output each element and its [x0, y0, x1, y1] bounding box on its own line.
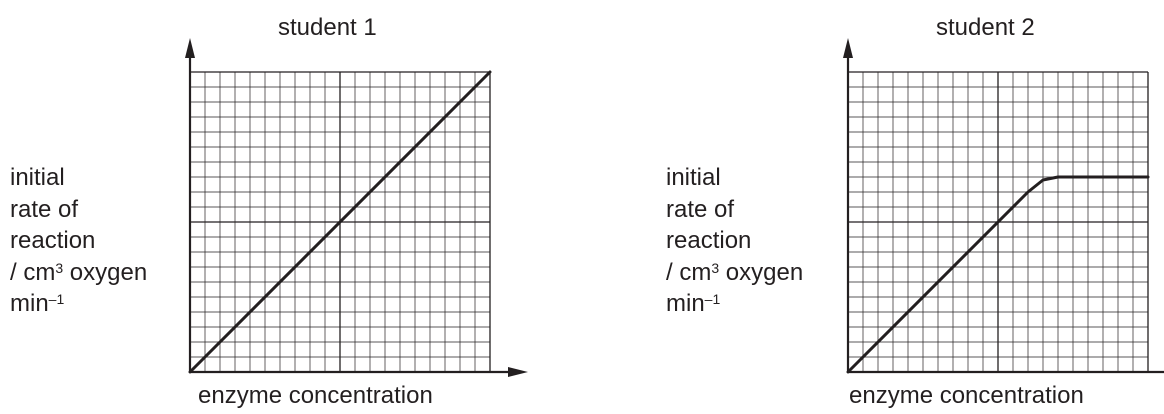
y-axis-unit-text: min [10, 290, 49, 317]
y-axis-label-line: / cm3 oxygen [10, 257, 147, 289]
y-axis-label-line: reaction [666, 227, 752, 254]
chart-title: student 2 [936, 14, 1035, 41]
superscript: –1 [704, 291, 721, 307]
y-axis-unit-text: / cm [666, 258, 712, 286]
x-axis-label: enzyme concentration [198, 382, 433, 409]
superscript: 3 [55, 259, 64, 276]
x-axis-arrow-icon [508, 367, 528, 377]
y-axis-label: initial rate of reaction / cm3 oxygen mi… [10, 162, 147, 320]
plot-area [185, 38, 528, 377]
superscript: 3 [711, 259, 720, 276]
y-axis-unit-text: oxygen [719, 258, 804, 286]
y-axis-label-line: rate of [10, 195, 79, 223]
y-axis-label-line: min–1 [666, 288, 803, 320]
chart-student-2: student 2 initial rate of reaction / cm3… [582, 0, 1164, 414]
plot-area [843, 38, 1164, 374]
y-axis-unit-text: min [666, 290, 705, 317]
y-axis-unit-text: / cm [10, 258, 56, 286]
x-axis-label: enzyme concentration [849, 382, 1084, 409]
superscript: –1 [48, 291, 65, 307]
y-axis-label-line: initial [666, 164, 721, 191]
y-axis-label: initial rate of reaction / cm3 oxygen mi… [666, 162, 803, 320]
y-axis-label-line: / cm3 oxygen [666, 257, 803, 289]
y-axis-unit-text: oxygen [63, 258, 148, 286]
series-line [188, 70, 492, 374]
y-axis-label-line: reaction [10, 227, 96, 254]
y-axis-label-line: initial [10, 164, 65, 191]
series-line [846, 175, 1150, 374]
chart-title: student 1 [278, 14, 377, 41]
y-axis-label-line: min–1 [10, 288, 147, 320]
y-axis-label-line: rate of [666, 195, 735, 223]
y-axis-arrow-icon [843, 38, 853, 58]
chart-student-1: student 1 initial rate of reaction / cm3… [10, 14, 528, 409]
y-axis-arrow-icon [185, 38, 195, 58]
